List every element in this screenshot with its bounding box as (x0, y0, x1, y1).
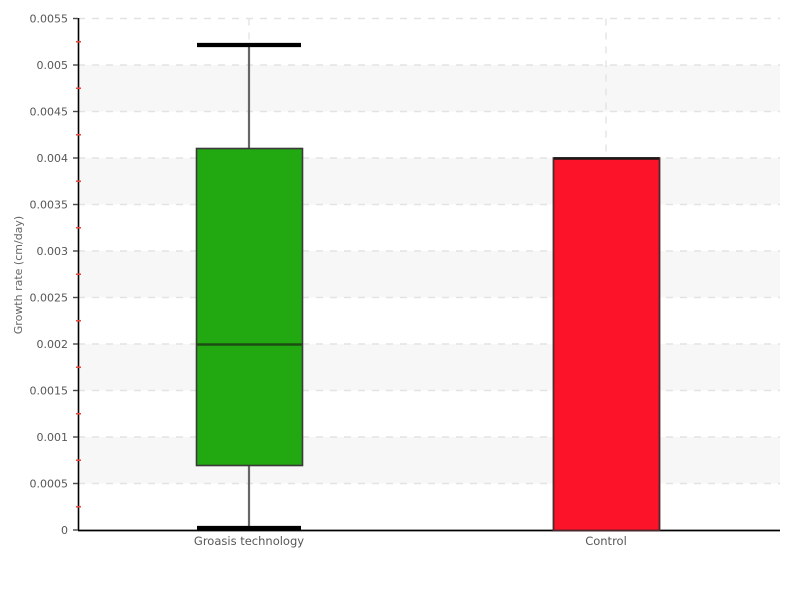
y-axis-major-ticks (73, 17, 78, 531)
plot-background-bands (78, 65, 780, 484)
box-control[interactable] (552, 157, 661, 532)
y-tick-label: 0.004 (37, 152, 69, 165)
y-tick-label: 0 (61, 524, 68, 537)
x-tick-label-control: Control (585, 534, 627, 548)
y-tick-label: 0.0005 (30, 478, 69, 491)
y-axis-minor-ticks (76, 40, 81, 508)
y-tick-label: 0.001 (37, 431, 69, 444)
y-tick-label: 0.0025 (30, 292, 69, 305)
y-tick-label: 0.002 (37, 338, 69, 351)
x-tick-label-groasis: Groasis technology (194, 534, 304, 548)
y-tick-label: 0.0015 (30, 385, 69, 398)
box-rect-groasis[interactable] (195, 147, 304, 467)
horizontal-gridlines (78, 17, 780, 485)
y-tick-label: 0.0045 (30, 106, 69, 119)
box-rect-control[interactable] (552, 157, 661, 532)
y-axis-tick-labels: 0.0055 0.005 0.0045 0.004 0.0035 0.003 0… (30, 13, 69, 538)
y-tick-label: 0.005 (37, 59, 69, 72)
y-axis-title: Growth rate (cm/day) (12, 216, 25, 334)
y-tick-label: 0.003 (37, 245, 69, 258)
y-tick-label: 0.0055 (30, 13, 69, 26)
y-tick-label: 0.0035 (30, 199, 69, 212)
box-groasis-technology[interactable] (195, 42, 304, 531)
x-axis-category-labels: Groasis technology Control (194, 534, 627, 548)
